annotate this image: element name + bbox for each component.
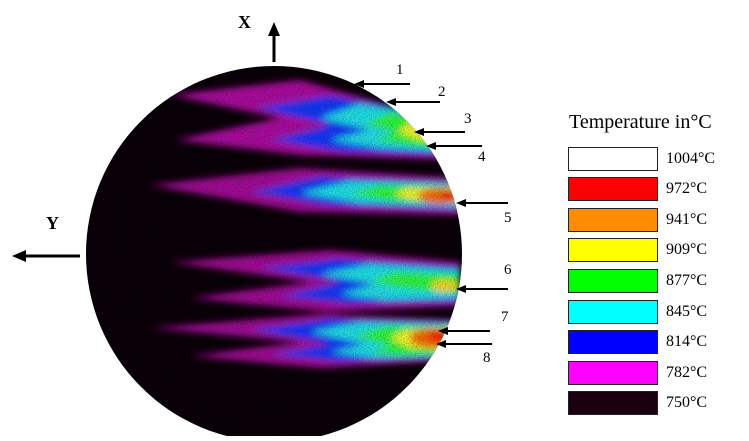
legend-swatch	[568, 299, 658, 324]
callout-label-8: 8	[483, 350, 491, 366]
callout-arrow-2	[386, 98, 440, 106]
legend-label: 845°C	[666, 302, 708, 320]
y-axis-arrow	[12, 250, 80, 262]
legend-swatch	[568, 330, 658, 355]
legend-label: 1004°C	[666, 149, 716, 167]
callout-label-2: 2	[438, 84, 446, 100]
x-axis-arrow	[268, 22, 280, 62]
callout-arrow-3	[414, 128, 465, 136]
legend-label: 877°C	[666, 271, 708, 289]
callout-label-6: 6	[504, 262, 512, 278]
callout-arrow-1	[354, 80, 410, 88]
legend-title: Temperature in°C	[569, 111, 712, 133]
legend-swatch	[568, 391, 658, 416]
legend-item: 845°C	[568, 298, 707, 325]
callout-arrows	[354, 80, 508, 348]
legend-item: 941°C	[568, 206, 707, 233]
legend-swatch	[568, 238, 658, 263]
legend-item: 877°C	[568, 267, 707, 294]
legend-swatch	[568, 177, 658, 202]
legend-item: 972°C	[568, 176, 707, 203]
legend-swatch	[568, 268, 658, 293]
x-axis-label: X	[238, 12, 251, 32]
legend-swatch	[568, 207, 658, 232]
legend-item: 750°C	[568, 390, 707, 417]
callout-arrow-4	[426, 142, 482, 150]
legend-label: 941°C	[666, 210, 708, 228]
legend-item: 782°C	[568, 359, 707, 386]
legend-swatch	[568, 360, 658, 385]
callout-label-7: 7	[501, 309, 509, 325]
legend-item: 1004°C	[568, 145, 715, 172]
callout-arrow-7	[438, 327, 490, 335]
heat-streaks	[86, 66, 462, 441]
legend-label: 814°C	[666, 333, 708, 351]
legend-label: 972°C	[666, 180, 708, 198]
legend-swatch	[568, 146, 658, 171]
legend-label: 750°C	[666, 394, 708, 412]
legend-item: 814°C	[568, 329, 707, 356]
speckle-noise-overlay	[86, 66, 462, 441]
callout-arrow-6	[456, 285, 508, 293]
callout-label-5: 5	[504, 210, 512, 226]
legend-item: 909°C	[568, 237, 707, 264]
y-axis-label: Y	[46, 213, 59, 233]
callout-arrow-5	[456, 199, 508, 207]
callout-arrow-8	[436, 340, 492, 348]
legend-label: 782°C	[666, 363, 708, 381]
legend-label: 909°C	[666, 241, 708, 259]
callout-label-4: 4	[478, 149, 486, 165]
callout-label-3: 3	[464, 111, 472, 127]
callout-label-1: 1	[396, 62, 404, 78]
